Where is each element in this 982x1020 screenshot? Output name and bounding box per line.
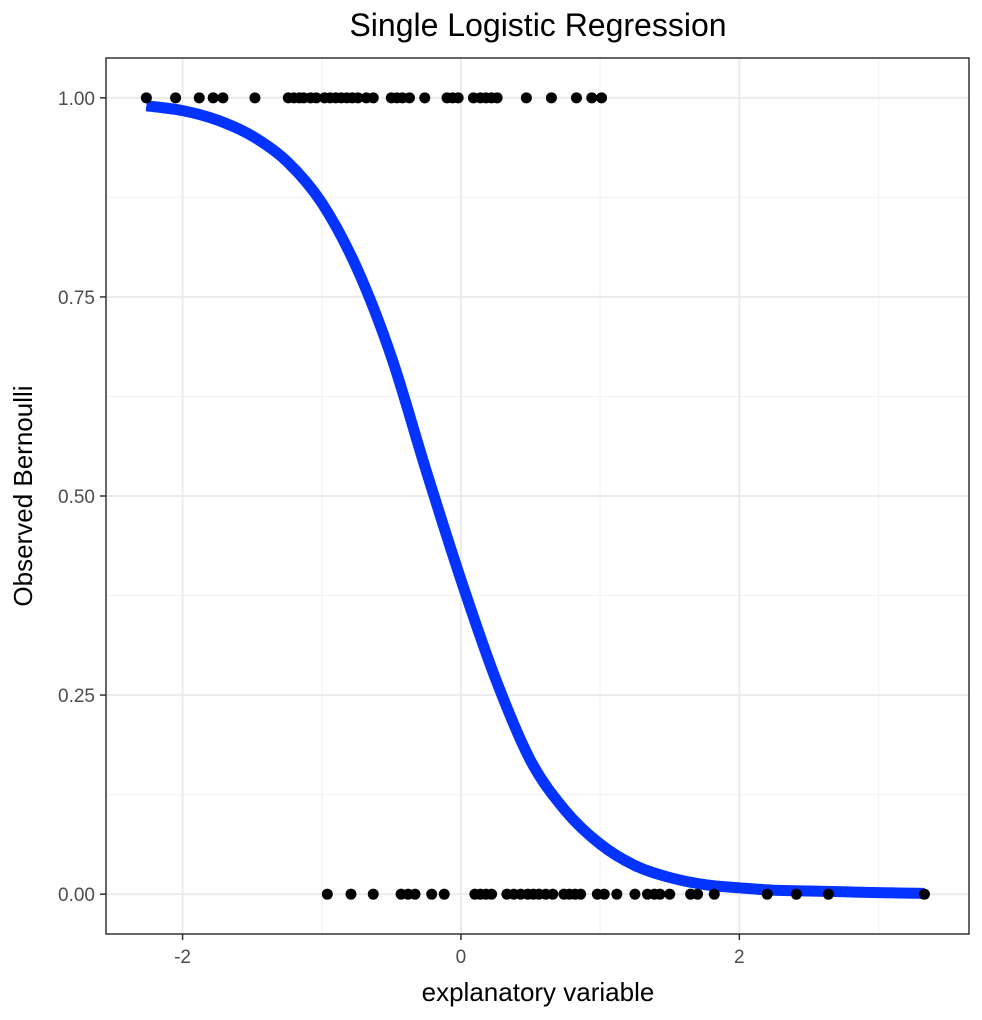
- observation-point: [520, 92, 532, 104]
- fitted-curve-layer: [145, 100, 925, 899]
- y-tick-label: 0.00: [58, 885, 95, 906]
- observation-point: [547, 888, 559, 900]
- observation-point: [918, 888, 930, 900]
- observation-point: [409, 888, 421, 900]
- observation-point: [692, 888, 704, 900]
- y-tick-label: 0.50: [58, 487, 95, 508]
- observation-point: [403, 92, 415, 104]
- observation-point: [207, 92, 219, 104]
- x-tick-label: 0: [456, 947, 467, 968]
- x-tick-label: 2: [734, 947, 745, 968]
- observation-point: [822, 888, 834, 900]
- observation-point: [761, 888, 773, 900]
- observation-point: [170, 92, 182, 104]
- fitted-logistic-curve: [145, 100, 925, 899]
- observation-point: [664, 888, 676, 900]
- observation-point: [570, 92, 582, 104]
- observation-point: [654, 888, 666, 900]
- y-axis: 0.00 0.25 0.50 0.75 1.00: [58, 89, 106, 906]
- x-tick-label: -2: [174, 947, 191, 968]
- chart-title: Single Logistic Regression: [349, 7, 726, 43]
- observation-point: [598, 888, 610, 900]
- x-axis-title: explanatory variable: [422, 977, 655, 1007]
- observation-point: [345, 888, 357, 900]
- observation-point: [629, 888, 641, 900]
- observation-point: [708, 888, 720, 900]
- observation-point: [438, 888, 450, 900]
- observation-point: [611, 888, 623, 900]
- observation-point: [249, 92, 261, 104]
- y-axis-title: Observed Bernoulli: [8, 385, 38, 606]
- observation-point: [140, 92, 152, 104]
- major-gridlines: [106, 58, 969, 934]
- observation-point: [545, 92, 557, 104]
- y-tick-label: 1.00: [58, 89, 95, 110]
- observation-point: [367, 92, 379, 104]
- observation-point: [575, 888, 587, 900]
- observation-point: [419, 92, 431, 104]
- observation-point: [321, 888, 333, 900]
- observation-point: [452, 92, 464, 104]
- observation-point: [790, 888, 802, 900]
- observation-point: [217, 92, 229, 104]
- observation-points-layer: [140, 92, 930, 900]
- x-axis: -2 0 2: [174, 934, 745, 968]
- observation-point: [586, 92, 598, 104]
- observation-point: [596, 92, 608, 104]
- observation-point: [310, 92, 322, 104]
- y-tick-label: 0.75: [58, 288, 95, 309]
- observation-point: [193, 92, 205, 104]
- observation-point: [352, 92, 364, 104]
- observation-point: [426, 888, 438, 900]
- y-tick-label: 0.25: [58, 686, 95, 707]
- observation-point: [486, 888, 498, 900]
- observation-point: [491, 92, 503, 104]
- observation-point: [367, 888, 379, 900]
